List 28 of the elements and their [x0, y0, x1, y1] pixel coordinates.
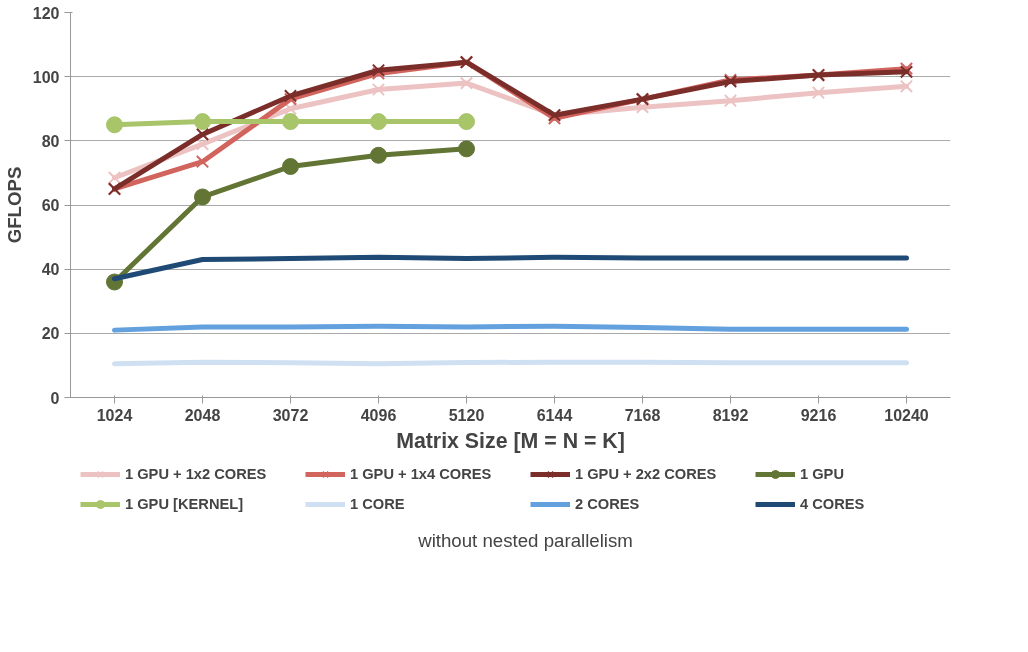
y-tick-label: 0 — [50, 389, 60, 407]
y-tick-label: 80 — [41, 132, 60, 150]
legend-label: 1 GPU + 2x2 CORES — [575, 465, 718, 482]
y-axis-title: GFLOPS — [3, 166, 25, 244]
y-tick-label: 120 — [32, 4, 60, 22]
x-tick-label: 3072 — [272, 406, 309, 424]
legend-label: 1 GPU + 1x4 CORES — [350, 465, 493, 482]
legend-label: 2 CORES — [575, 495, 641, 512]
x-tick-label: 5120 — [448, 406, 485, 424]
y-tick-label: 40 — [41, 261, 60, 279]
legend-label: 1 CORE — [350, 495, 406, 512]
legend-label: 1 GPU + 1x2 CORES — [125, 465, 268, 482]
text: without nested parallelism — [417, 529, 633, 551]
x-tick-label: 6144 — [536, 406, 573, 424]
x-tick-label: 9216 — [800, 406, 837, 424]
x-tick-label: 4096 — [360, 406, 397, 424]
x-axis-title: Matrix Size [M = N = K] — [396, 428, 625, 453]
y-tick-label: 60 — [41, 197, 60, 214]
x-tick-label: 7168 — [624, 406, 661, 424]
x-tick-label: 2048 — [184, 406, 221, 424]
legend-label: 1 GPU [KERNEL] — [125, 495, 245, 512]
x-tick-label: 8192 — [712, 406, 749, 424]
legend-label: 4 CORES — [800, 495, 866, 512]
y-tick-label: 20 — [41, 325, 60, 343]
x-tick-label: 10240 — [884, 406, 929, 424]
legend-label: 1 GPU — [800, 465, 845, 482]
x-tick-label: 1024 — [96, 406, 133, 424]
y-tick-label: 100 — [32, 68, 60, 86]
